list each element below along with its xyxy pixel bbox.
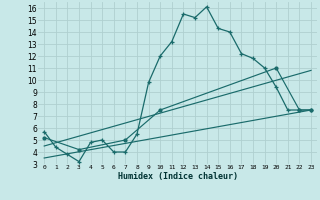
X-axis label: Humidex (Indice chaleur): Humidex (Indice chaleur) [118, 172, 238, 181]
